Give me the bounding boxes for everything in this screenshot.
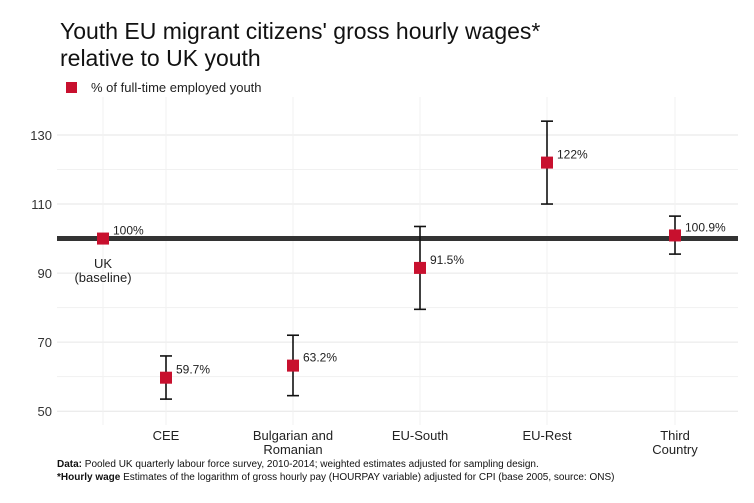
footnote-data-text: Pooled UK quarterly labour force survey,… [82,459,539,470]
category-label: EU-Rest [522,428,572,443]
legend-swatch [66,82,77,93]
category-label: Third [660,428,690,443]
y-tick-label: 90 [38,266,52,281]
y-tick-label: 110 [31,197,52,212]
data-point-marker [160,371,172,384]
category-label: UK [94,256,112,271]
category-label: Bulgarian and [253,428,333,443]
y-tick-label: 130 [30,128,52,143]
y-tick-label: 50 [38,404,52,419]
footnote-wage-label: *Hourly wage [57,472,121,483]
category-label: CEE [153,428,180,443]
data-point-marker [287,359,299,372]
category-label: Romanian [263,442,322,457]
data-label: 122% [557,148,588,162]
data-label: 63.2% [303,351,337,365]
data-label: 100% [113,224,144,238]
data-point-marker [414,261,426,274]
y-tick-label: 70 [38,335,52,350]
legend: % of full-time employed youth [66,80,262,95]
category-label: EU-South [392,428,448,443]
data-label: 100.9% [685,220,726,234]
data-label: 59.7% [176,363,210,377]
data-label: 91.5% [430,253,464,267]
data-point-marker [541,156,553,169]
footnote-data-label: Data: [57,459,83,470]
legend-label: % of full-time employed youth [91,80,262,95]
footnote-wage-text: Estimates of the logarithm of gross hour… [120,472,615,483]
data-point-marker [669,229,681,242]
chart-title: Youth EU migrant citizens' gross hourly … [60,18,541,71]
category-label: (baseline) [74,270,131,285]
footnote: Data: Pooled UK quarterly labour force s… [57,458,614,484]
data-point-marker [97,232,109,245]
category-label: Country [652,442,698,457]
